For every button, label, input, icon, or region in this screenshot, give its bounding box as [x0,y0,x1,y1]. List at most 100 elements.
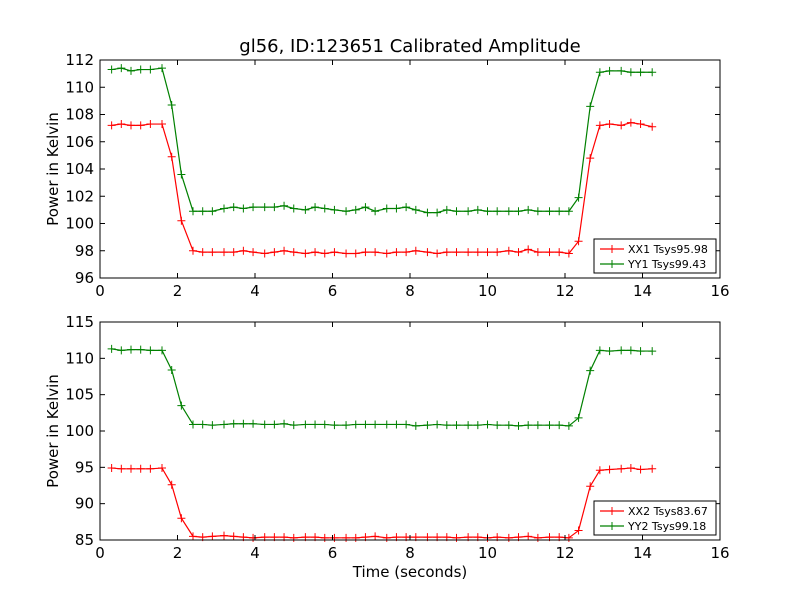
data-point [167,480,176,489]
data-point [555,207,564,216]
data-point [617,66,626,75]
data-point [239,246,248,255]
data-point [433,420,442,429]
data-point [595,121,604,130]
data-point [595,346,604,355]
data-point [648,347,657,356]
data-point [361,420,370,429]
data-point [533,421,542,430]
data-point [136,65,145,74]
data-point [289,204,298,213]
data-point [167,152,176,161]
data-point [636,120,645,129]
data-point [107,344,116,353]
y-tick-label: 85 [75,531,94,549]
data-point [574,237,583,246]
data-point [289,421,298,430]
legend-entry: YY2 Tsys99.18 [627,520,706,533]
data-point [555,248,564,257]
data-point [464,207,473,216]
x-tick-label: 14 [633,282,652,300]
data-point [524,205,533,214]
x-tick-label: 0 [95,544,105,562]
y-tick-label: 115 [65,313,94,331]
legend: XX2 Tsys83.67 YY2 Tsys99.18 [593,500,717,536]
data-point [107,464,116,473]
data-point [260,420,269,429]
series-group [107,344,657,542]
plots: gl56, ID:123651 Calibrated Amplitude 0 2 4 6… [44,36,730,581]
data-point [177,216,186,225]
data-point [514,207,523,216]
data-point [636,347,645,356]
data-point [361,203,370,212]
data-point [301,205,310,214]
data-point [301,420,310,429]
x-tick-label: 8 [405,282,415,300]
y-tick-label: 110 [65,349,94,367]
x-tick-label: 6 [328,282,338,300]
y-tick-label: 100 [65,215,94,233]
x-tick-label: 10 [478,282,497,300]
data-point [382,420,391,429]
x-tick-label: 4 [250,282,260,300]
data-point [208,421,217,430]
data-point [208,248,217,257]
x-tick-label: 10 [478,544,497,562]
data-point [208,532,217,541]
data-point [411,246,420,255]
data-point [473,421,482,430]
x-tick-label: 12 [555,282,574,300]
data-point [636,465,645,474]
data-point [189,532,197,541]
data-point [351,420,360,429]
data-point [280,201,289,210]
data-point [249,248,258,257]
data-point [280,246,289,255]
data-point [311,420,320,429]
data-point [545,421,554,430]
data-point [452,421,461,430]
data-point [574,193,583,202]
data-point [289,248,298,257]
data-point [260,203,269,212]
x-tick-label: 12 [555,544,574,562]
y-tick-label: 96 [75,269,94,287]
data-point [311,248,320,257]
data-point [586,102,595,111]
data-point [533,248,542,257]
data-point [595,466,604,475]
legend-box [593,500,717,536]
data-point [117,120,126,129]
data-point [605,347,614,356]
legend-marker [608,522,616,530]
legend: XX1 Tsys95.98 YY1 Tsys99.43 [593,238,717,274]
data-point [504,207,513,216]
data-point [648,464,657,473]
y-axis-label: Power in Kelvin [44,374,62,488]
data-point [524,245,533,254]
data-point [177,401,186,410]
y-tick-label: 98 [75,242,94,260]
data-point [483,248,492,257]
legend-box [593,238,717,274]
data-point [270,420,279,429]
data-point [320,420,329,429]
data-point [146,464,155,473]
data-point [617,121,626,130]
data-point [452,207,461,216]
data-point [564,249,573,258]
data-point [198,207,207,216]
data-point [483,207,492,216]
chart-title: gl56, ID:123651 Calibrated Amplitude [239,36,580,57]
data-point [342,207,351,216]
y-axis: 96 98 100 102 104 106 108 110 112 [65,51,720,287]
data-point [555,421,564,430]
data-point [198,420,207,429]
data-point [270,248,279,257]
data-point [220,531,228,540]
legend-entry: XX1 Tsys95.98 [628,243,708,256]
data-point [626,346,635,355]
series-group [107,64,657,258]
